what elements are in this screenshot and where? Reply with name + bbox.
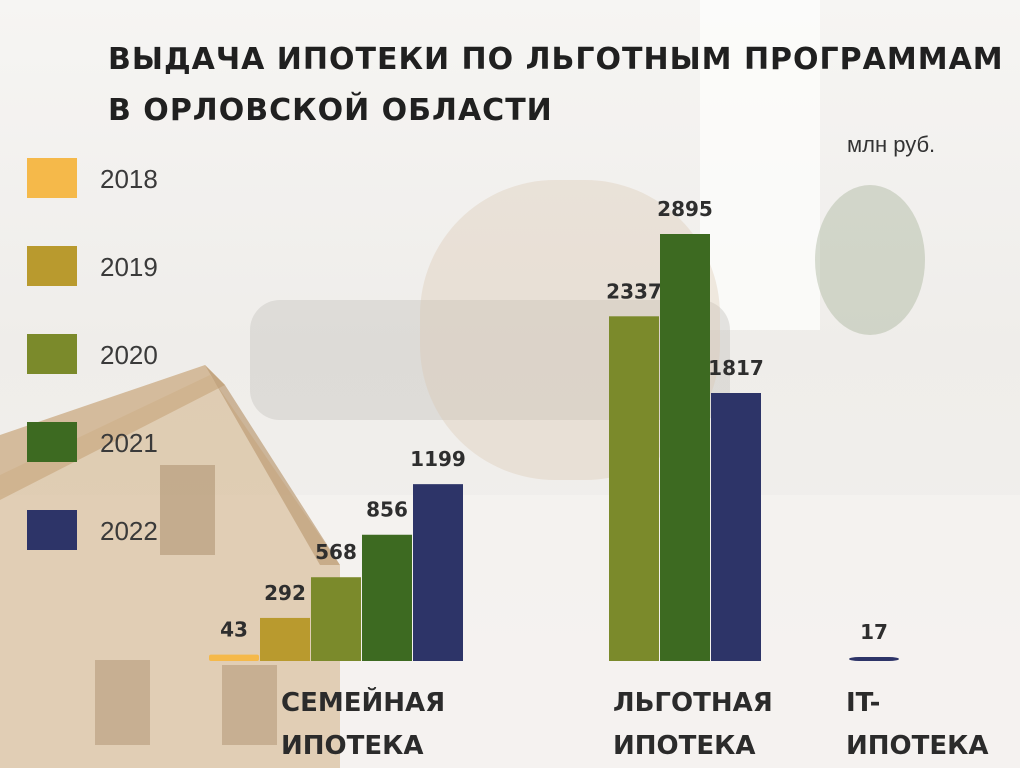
bar-family-2022 [413, 484, 463, 661]
data-label-preferential-2020: 2337 [606, 279, 662, 303]
wooden-house-illustration [0, 365, 340, 768]
legend-label-2019: 2019 [100, 252, 158, 282]
chart-title-line-2: В ОРЛОВСКОЙ ОБЛАСТИ [108, 93, 553, 128]
chart-title: ВЫДАЧА ИПОТЕКИ ПО ЛЬГОТНЫМ ПРОГРАММАМ В … [108, 34, 1008, 136]
background-window [700, 0, 820, 330]
data-label-family-2019: 292 [264, 581, 306, 605]
category-label-family-line-2: ИПОТЕКА [281, 731, 424, 761]
category-label-family: СЕМЕЙНАЯ ИПОТЕКА [281, 682, 445, 768]
legend: 2018 2019 2020 2021 2022 [27, 156, 247, 596]
bar-family-2020 [311, 577, 361, 661]
legend-swatch-2019 [27, 246, 77, 286]
data-label-preferential-2021: 2895 [657, 197, 713, 221]
bar-family-2021 [362, 534, 412, 661]
category-label-preferential: ЛЬГОТНАЯ ИПОТЕКА [613, 682, 773, 768]
category-label-it: IT- ИПОТЕКА [846, 682, 989, 768]
legend-label-2020: 2020 [100, 340, 158, 370]
bar-preferential-2020 [609, 316, 659, 661]
legend-swatch-2022 [27, 510, 77, 550]
bar-family-2019 [260, 617, 310, 661]
legend-item-2018: 2018 [27, 156, 247, 244]
legend-swatch-2020 [27, 334, 77, 374]
data-label-preferential-2022: 1817 [708, 356, 764, 380]
unit-label: млн руб. [847, 132, 936, 157]
chart-title-line-1: ВЫДАЧА ИПОТЕКИ ПО ЛЬГОТНЫМ ПРОГРАММАМ [108, 42, 1004, 77]
legend-swatch-2021 [27, 422, 77, 462]
bar-family-2018 [209, 654, 259, 661]
data-label-family-2018: 43 [220, 618, 248, 642]
data-label-family-2020: 568 [315, 540, 357, 564]
background-plant [815, 185, 925, 335]
legend-label-2021: 2021 [100, 428, 158, 458]
data-label-it-2022: 17 [860, 620, 888, 644]
category-label-preferential-line-1: ЛЬГОТНАЯ [613, 688, 773, 718]
category-label-family-line-1: СЕМЕЙНАЯ [281, 688, 446, 718]
legend-label-2022: 2022 [100, 516, 158, 546]
category-label-it-line-1: IT- [846, 688, 881, 718]
bar-it-2022 [849, 657, 899, 661]
category-label-preferential-line-2: ИПОТЕКА [613, 731, 756, 761]
legend-swatch-2018 [27, 158, 77, 198]
legend-item-2019: 2019 [27, 244, 247, 332]
data-label-family-2021: 856 [366, 498, 408, 522]
data-label-family-2022: 1199 [410, 447, 466, 471]
legend-item-2021: 2021 [27, 420, 247, 508]
legend-item-2022: 2022 [27, 508, 247, 596]
legend-label-2018: 2018 [100, 164, 158, 194]
bar-preferential-2022 [711, 393, 761, 661]
category-label-it-line-2: ИПОТЕКА [846, 731, 989, 761]
bar-preferential-2021 [660, 234, 710, 661]
legend-item-2020: 2020 [27, 332, 247, 420]
